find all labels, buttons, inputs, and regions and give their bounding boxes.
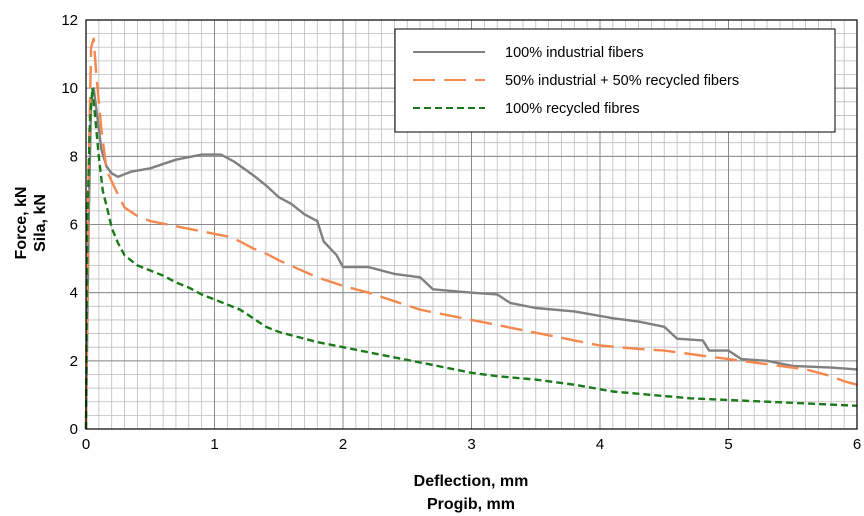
- x-axis-title-2: Progib, mm: [427, 496, 515, 513]
- legend-box: [394, 28, 836, 133]
- x-tick-label: 2: [339, 436, 347, 453]
- series-line-mixed: [84, 37, 858, 430]
- x-tick-label: 1: [210, 436, 218, 453]
- legend-label-recycled: 100% recycled fibres: [505, 101, 640, 117]
- y-axis-title: Force, kN: [13, 187, 30, 260]
- y-tick-label: 2: [70, 353, 78, 370]
- legend-label-industrial: 100% industrial fibers: [505, 45, 644, 61]
- plot-frame: [85, 19, 858, 430]
- x-tick-label: 6: [853, 436, 861, 453]
- series-layer: [84, 37, 858, 430]
- legend-label-mixed: 50% industrial + 50% recycled fibers: [505, 73, 739, 89]
- x-tick-label: 4: [596, 436, 604, 453]
- y-tick-label: 10: [61, 80, 78, 97]
- y-tick-label: 0: [70, 421, 78, 438]
- legend: 100% industrial fibers 50% industrial + …: [394, 28, 836, 133]
- y-tick-label: 12: [61, 12, 78, 29]
- y-tick-label: 8: [70, 148, 78, 165]
- x-tick-label: 0: [82, 436, 90, 453]
- y-tick-label: 6: [70, 217, 78, 234]
- series-line-industrial: [84, 87, 858, 430]
- y-tick-labels: 0 2 4 6 8 10 12: [61, 12, 78, 438]
- series-line-recycled: [84, 87, 858, 430]
- x-tick-label: 3: [467, 436, 475, 453]
- x-tick-labels: 0 1 2 3 4 5 6: [82, 436, 861, 453]
- x-axis-title: Deflection, mm: [414, 473, 529, 490]
- y-tick-label: 4: [70, 285, 78, 302]
- y-axis-title-2: Sila, kN: [32, 194, 49, 252]
- x-tick-label: 5: [724, 436, 732, 453]
